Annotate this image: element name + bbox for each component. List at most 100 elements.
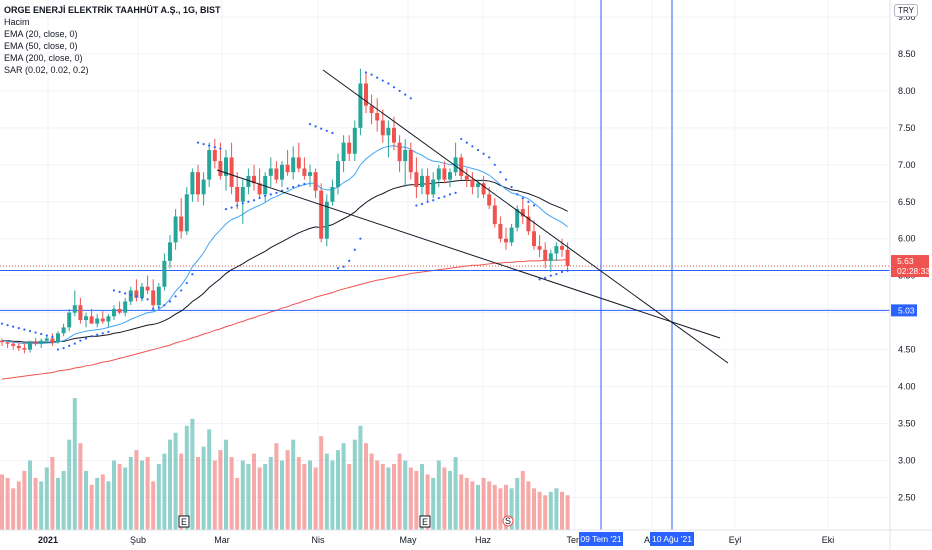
sar-dot (84, 337, 88, 340)
volume-bar (33, 477, 38, 530)
candle-body (78, 305, 83, 320)
y-tick-label: 3.50 (898, 418, 916, 428)
candle-body (274, 168, 279, 180)
legend-sar[interactable]: SAR (0.02, 0.02, 0.2) (4, 65, 89, 75)
earnings-marker[interactable] (178, 515, 190, 528)
earnings-marker-label: E (181, 517, 187, 527)
candle-body (442, 168, 447, 180)
sar-dot (303, 182, 306, 186)
volume-bar (240, 460, 245, 530)
candle-body (403, 150, 408, 162)
sar-dot (538, 278, 541, 281)
candle-body (39, 340, 44, 344)
level-tag (891, 304, 917, 317)
volume-bar (308, 460, 312, 530)
volume-bar (280, 460, 284, 530)
trendlines[interactable] (216, 69, 729, 364)
time-axis[interactable]: 2021ŞubMarNisMayHazTemAğuEylEki09 Tem '2… (38, 532, 834, 546)
x-tick-label: Eyl (729, 535, 742, 545)
volume-bar (173, 432, 178, 530)
sar-dot (409, 97, 412, 100)
candle-body (257, 183, 262, 195)
candle-body (481, 183, 486, 195)
trendline-upper[interactable] (322, 69, 729, 364)
earnings-marker[interactable] (419, 515, 431, 528)
volume-bar (184, 425, 189, 530)
volume-bar (156, 464, 161, 530)
volume-bar (246, 464, 251, 530)
volume-bar (425, 474, 430, 530)
volume-bar (537, 491, 542, 530)
candle-body (492, 205, 497, 224)
sar-dot (168, 300, 172, 303)
candle-body (548, 253, 553, 261)
legend-title[interactable]: ORGE ENERJİ ELEKTRİK TAAHHÜT A.Ş., 1G, B… (4, 5, 221, 15)
candle-body (190, 172, 195, 195)
volume-bar (386, 467, 391, 530)
candle-body (112, 308, 116, 317)
sar-dot (342, 265, 345, 268)
candle-body (319, 190, 324, 239)
countdown-label: 02:28:33 (897, 266, 930, 276)
earnings-marker-label: E (422, 517, 428, 527)
plot-area[interactable] (0, 0, 890, 530)
sar-dot (180, 289, 183, 292)
candle-body (308, 172, 312, 176)
split-marker[interactable] (502, 515, 514, 527)
sar-dot (157, 306, 160, 309)
sar-dot (213, 145, 216, 149)
candle-body (341, 142, 346, 162)
volume-bar (403, 460, 408, 530)
volume-bar (504, 484, 508, 530)
volume-bar (218, 450, 223, 530)
sar-dot (146, 298, 149, 301)
candle-body (285, 164, 290, 173)
price-axis[interactable]: 9.008.508.007.507.006.506.005.505.004.50… (891, 12, 930, 502)
sar-dot (174, 295, 177, 298)
candle-body (140, 286, 144, 298)
volume-bar (291, 439, 296, 530)
y-tick-label: 9.00 (898, 12, 916, 22)
legend-ema200[interactable]: EMA (200, close, 0) (4, 53, 83, 63)
y-tick-label: 8.00 (898, 86, 916, 96)
candle-body (504, 238, 508, 243)
volume-bar (358, 425, 363, 530)
sar-dots (0, 71, 569, 351)
y-tick-label: 7.00 (898, 160, 916, 170)
vertical-lines[interactable] (600, 0, 673, 530)
legend-volume[interactable]: Hacim (4, 17, 30, 27)
volume-bar (196, 457, 200, 530)
candle-body (179, 216, 184, 232)
sar-dot (499, 171, 502, 174)
currency-badge[interactable]: TRY (894, 4, 918, 17)
candle-body (476, 183, 480, 187)
sar-dot (17, 327, 20, 330)
volume-bar (100, 474, 105, 530)
volume-bar (481, 477, 486, 530)
legend-ema20[interactable]: EMA (20, close, 0) (4, 29, 78, 39)
candle-body (16, 345, 21, 349)
horizontal-levels[interactable] (0, 265, 890, 311)
sar-dot (504, 178, 508, 181)
trendline-lower[interactable] (216, 169, 721, 339)
volume-bar (408, 467, 413, 530)
sar-dot (292, 185, 295, 189)
candle-body (520, 209, 525, 217)
sar-dot (398, 89, 401, 92)
sar-dot (107, 330, 110, 333)
volume-bar (5, 477, 10, 530)
sar-dot (90, 335, 93, 338)
sar-dot (437, 196, 440, 200)
candle-body (408, 150, 413, 173)
sar-dot (23, 328, 26, 331)
candle-body (151, 290, 156, 306)
volume-bar (16, 481, 21, 530)
candle-body (296, 157, 301, 169)
candle-body (509, 227, 514, 243)
candle-body (291, 157, 296, 173)
legend-ema50[interactable]: EMA (50, close, 0) (4, 41, 78, 51)
volume-bar (112, 460, 116, 530)
candle-body (543, 249, 548, 261)
